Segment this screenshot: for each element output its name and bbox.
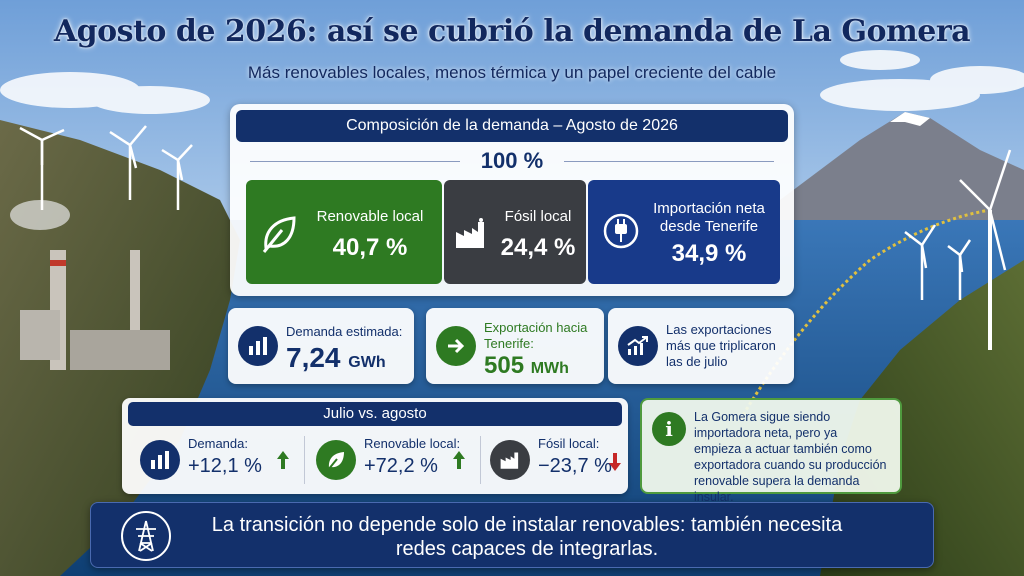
conclusion-line2: redes capaces de integrarlas.: [395, 538, 659, 560]
conclusion-banner: La transición no depende solo de instala…: [90, 502, 934, 568]
card-demand-value: 7,24 GWh: [286, 342, 386, 374]
card-demand-label: Demanda estimada:: [286, 324, 403, 339]
card-export-unit: MWh: [530, 360, 569, 377]
info-note-text: La Gomera sigue siendo importadora neta,…: [694, 409, 898, 505]
conclusion-line1: La transición no depende solo de instala…: [211, 514, 843, 536]
trend-up-icon: [618, 326, 658, 366]
comparison-demand: Demanda: +12,1 %: [136, 428, 306, 490]
card-trend-text: Las exportaciones más que triplicaron la…: [666, 322, 776, 370]
card-demand: Demanda estimada: 7,24 GWh: [228, 308, 414, 384]
leaf-icon: [316, 440, 356, 480]
factory-icon: [490, 440, 530, 480]
segment-renewable: Renovable local 40,7 %: [246, 180, 442, 284]
comparison-demand-value: +12,1 %: [188, 455, 262, 477]
arrow-up-icon: [276, 450, 290, 475]
composition-total: 100 %: [480, 148, 544, 173]
card-trend-line3: las de julio: [666, 354, 728, 369]
card-export-label-line2: Tenerife:: [484, 336, 534, 351]
card-export-value: 505 MWh: [484, 352, 569, 380]
note-line: La Gomera sigue siendo: [694, 410, 831, 424]
separator: [304, 436, 305, 484]
conclusion-text: La transición no depende solo de instala…: [187, 513, 867, 561]
segment-import-label-line2: desde Tenerife: [659, 218, 759, 235]
note-line: exportadora cuando su producción: [694, 458, 887, 472]
segment-fossil: Fósil local 24,4 %: [444, 180, 586, 284]
arrow-right-icon: [436, 326, 476, 366]
july-vs-august-header: Julio vs. agosto: [128, 402, 622, 426]
segment-import-label-line1: Importación neta: [653, 200, 765, 217]
comparison-renewable: Renovable local: +72,2 %: [312, 428, 482, 490]
note-line: renovable supera la demanda insular.: [694, 474, 860, 504]
comparison-demand-label: Demanda:: [188, 436, 248, 451]
card-demand-number: 7,24: [286, 342, 341, 373]
july-vs-august-panel: Julio vs. agosto Demanda: +12,1 % Renova…: [122, 398, 628, 494]
note-line: empieza a actuar también como: [694, 442, 872, 456]
bar-chart-icon: [140, 440, 180, 480]
comparison-fossil-label: Fósil local:: [538, 436, 600, 451]
segment-import-label: Importación neta desde Tenerife: [644, 200, 774, 236]
info-note: i La Gomera sigue siendo importadora net…: [640, 398, 902, 504]
factory-icon: [454, 218, 488, 255]
leaf-icon: [260, 214, 298, 259]
composition-header: Composición de la demanda – Agosto de 20…: [236, 110, 788, 142]
composition-panel: Composición de la demanda – Agosto de 20…: [230, 104, 794, 296]
info-icon: i: [652, 412, 686, 446]
plug-icon: [602, 212, 640, 255]
card-export-label-line1: Exportación hacia: [484, 320, 588, 335]
segment-fossil-value: 24,4 %: [500, 234, 576, 261]
card-export-label: Exportación hacia Tenerife:: [484, 320, 587, 352]
comparison-fossil: Fósil local: −23,7 %: [486, 428, 626, 490]
segment-renewable-label: Renovable local: [316, 208, 424, 225]
segment-renewable-value: 40,7 %: [332, 234, 408, 261]
segment-fossil-label: Fósil local: [504, 208, 572, 225]
total-line-left: [250, 161, 460, 162]
card-export: Exportación hacia Tenerife: 505 MWh: [426, 308, 604, 384]
note-line: importadora neta, pero ya: [694, 426, 838, 440]
page-title: Agosto de 2026: así se cubrió la demanda…: [53, 14, 971, 49]
separator: [480, 436, 481, 484]
card-trend: Las exportaciones más que triplicaron la…: [608, 308, 794, 384]
comparison-fossil-value: −23,7 %: [538, 455, 612, 477]
total-row: 100 %: [230, 148, 794, 174]
segment-import-value: 34,9 %: [671, 240, 747, 267]
arrow-up-icon: [452, 450, 466, 475]
arrow-down-icon: [608, 452, 622, 477]
comparison-renewable-label: Renovable local:: [364, 436, 461, 451]
page-subtitle: Más renovables locales, menos térmica y …: [247, 63, 777, 82]
segment-import: Importación neta desde Tenerife 34,9 %: [588, 180, 780, 284]
card-demand-unit: GWh: [348, 354, 386, 371]
card-export-number: 505: [484, 352, 525, 379]
power-tower-icon: [121, 511, 171, 561]
bar-chart-icon: [238, 326, 278, 366]
card-trend-line2: más que triplicaron: [666, 338, 776, 353]
total-line-right: [564, 161, 774, 162]
comparison-renewable-value: +72,2 %: [364, 455, 438, 477]
card-trend-line1: Las exportaciones: [666, 322, 772, 337]
